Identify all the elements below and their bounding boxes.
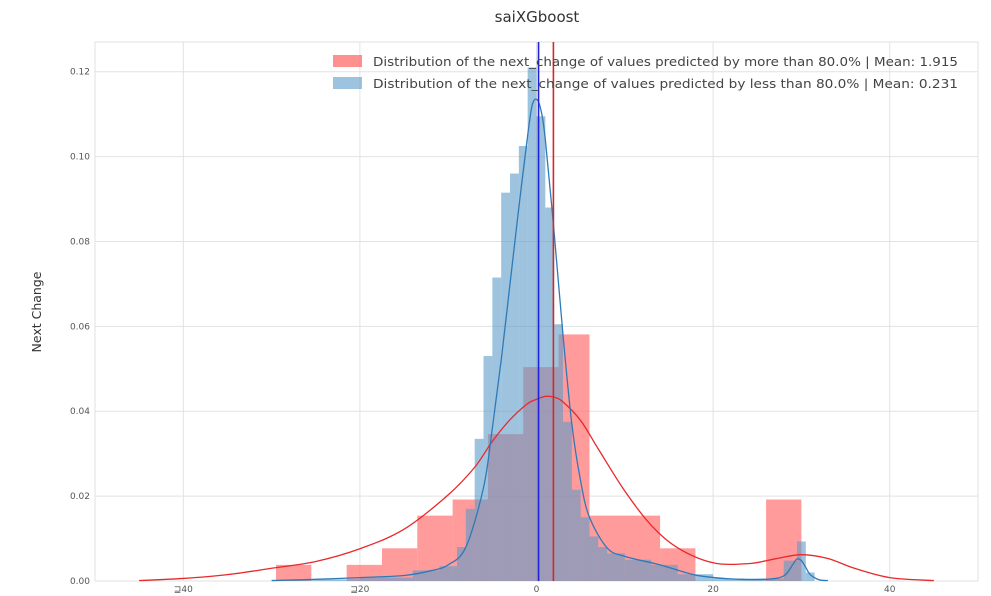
- histogram-bar: [510, 173, 519, 581]
- histogram-bar: [571, 489, 581, 581]
- histogram-bar: [465, 508, 475, 581]
- legend-label: Distribution of the next_change of value…: [373, 76, 958, 91]
- histogram-bar: [607, 553, 625, 581]
- histogram-bar: [554, 324, 563, 581]
- histogram-bar: [527, 67, 537, 581]
- y-tick-label: 0.00: [70, 577, 90, 587]
- histogram-bar: [580, 517, 590, 581]
- y-tick-label: 0.12: [70, 68, 90, 78]
- legend-item-2: Distribution of the next_change of value…: [333, 76, 958, 91]
- legend-item-1: Distribution of the next_change of value…: [333, 54, 958, 69]
- x-tick-label: ⊒20: [350, 585, 369, 595]
- y-tick-label: 0.02: [70, 492, 90, 502]
- histogram-bar: [501, 192, 511, 582]
- y-tick-label: 0.08: [70, 237, 90, 247]
- y-tick-label: 0.10: [70, 153, 90, 163]
- histogram-bar: [412, 570, 440, 581]
- y-tick-label: 0.06: [70, 322, 90, 332]
- histogram-bar: [276, 564, 312, 581]
- x-tick-label: ⊒40: [174, 585, 193, 595]
- legend-swatch: [333, 55, 362, 67]
- histogram-bar: [439, 566, 458, 581]
- histogram-bar: [457, 547, 466, 581]
- histogram-bar: [651, 564, 678, 581]
- legend: Distribution of the next_change of value…: [333, 54, 958, 91]
- y-ticks: 0.00 0.02 0.04 0.06 0.08 0.10 0.12: [70, 68, 90, 587]
- histogram-bar: [289, 580, 316, 581]
- histogram-bar: [492, 277, 502, 581]
- histogram-bar: [474, 438, 484, 581]
- histogram-bar: [315, 579, 360, 581]
- histogram-bar: [545, 207, 555, 581]
- histogram-bar: [518, 145, 528, 581]
- x-tick-label: 0: [534, 585, 540, 595]
- mean-lines: [537, 42, 555, 581]
- y-axis-label: Next Change: [29, 271, 44, 352]
- plot-area: 0.00 0.02 0.04 0.06 0.08 0.10 0.12 ⊒40 ⊒20 0 20 40…: [70, 41, 979, 595]
- histogram-bar: [713, 578, 749, 581]
- chart-title: saiXGboost: [495, 8, 580, 26]
- histogram-bars: [276, 67, 815, 582]
- histogram-bar: [805, 572, 815, 581]
- legend-label: Distribution of the next_change of value…: [373, 54, 958, 69]
- histogram-bar: [598, 547, 608, 581]
- x-tick-label: 40: [884, 585, 896, 595]
- legend-swatch: [333, 77, 362, 89]
- histogram-bar: [677, 574, 714, 581]
- kde-line-2: [271, 98, 828, 582]
- histogram-bar: [359, 577, 413, 581]
- x-tick-label: 20: [707, 585, 719, 595]
- histogram-bar: [562, 421, 572, 581]
- histogram-bar: [536, 116, 546, 581]
- histogram-bar: [624, 559, 652, 581]
- histogram-bar: [783, 560, 797, 581]
- y-tick-label: 0.04: [70, 407, 90, 417]
- histogram-bar: [589, 536, 599, 581]
- histogram-bar: [483, 356, 493, 581]
- x-ticks: ⊒40 ⊒20 0 20 40: [174, 585, 896, 595]
